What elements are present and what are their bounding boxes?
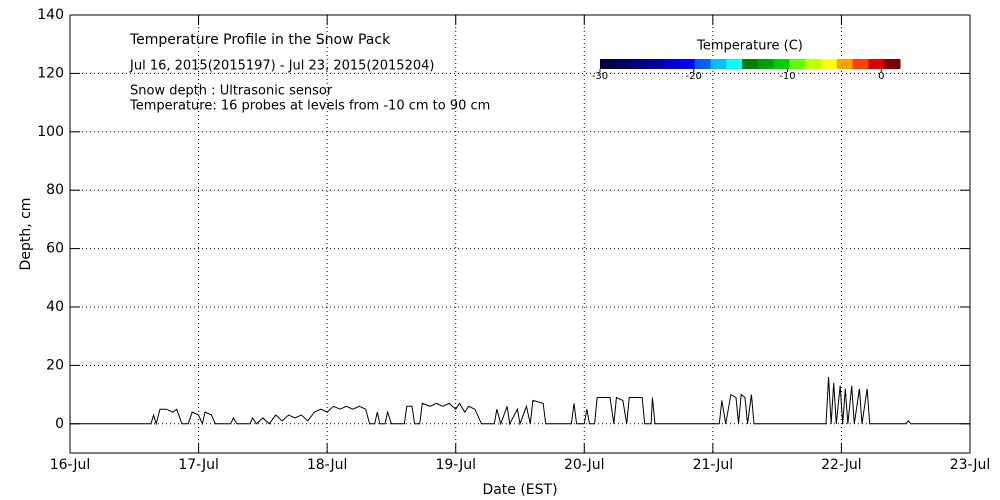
colorbar-swatch (710, 59, 727, 69)
x-tick-label: 22-Jul (821, 457, 862, 473)
colorbar-swatch (726, 59, 743, 69)
y-tick-label: 0 (55, 416, 64, 432)
x-tick-label: 20-Jul (564, 457, 605, 473)
colorbar-swatch (884, 59, 901, 69)
y-tick-label: 80 (46, 182, 64, 198)
x-tick-label: 21-Jul (693, 457, 734, 473)
colorbar-swatch (742, 59, 759, 69)
colorbar-swatch (773, 59, 790, 69)
colorbar-swatch (694, 59, 712, 69)
colorbar-swatch (663, 59, 680, 69)
y-tick-label: 120 (37, 65, 64, 81)
y-tick-label: 40 (46, 299, 64, 315)
annotation: Snow depth : Ultrasonic sensor (130, 84, 333, 99)
colorbar-tick-label: -30 (592, 71, 608, 82)
x-tick-label: 17-Jul (178, 457, 219, 473)
snow-depth-line (70, 377, 970, 426)
y-tick-label: 20 (46, 357, 64, 373)
chart-title: Temperature Profile in the Snow Pack (129, 32, 391, 48)
colorbar-swatch (678, 59, 696, 69)
colorbar-swatch (600, 59, 617, 69)
colorbar-swatch (836, 59, 854, 69)
plot-frame (69, 14, 971, 454)
x-tick-label: 19-Jul (435, 457, 476, 473)
x-tick-label: 23-Jul (950, 457, 991, 473)
x-tick-label: 18-Jul (307, 457, 348, 473)
colorbar-swatch (868, 59, 885, 69)
colorbar-swatch (757, 59, 775, 69)
colorbar-swatch (789, 59, 806, 69)
colorbar-swatch (615, 59, 633, 69)
x-axis-label: Date (EST) (482, 482, 557, 498)
y-tick-label: 60 (46, 241, 64, 257)
y-tick-label: 100 (37, 124, 64, 140)
y-axis-label: Depth, cm (18, 198, 34, 271)
colorbar-swatch (631, 59, 648, 69)
colorbar-tick-label: 0 (878, 71, 884, 82)
colorbar-tick-label: -10 (779, 71, 795, 82)
colorbar-swatch (852, 59, 869, 69)
subtitle: Jul 16, 2015(2015197) - Jul 23, 2015(201… (129, 59, 434, 74)
y-tick-label: 140 (37, 7, 64, 23)
annotation: Temperature: 16 probes at levels from -1… (129, 99, 490, 114)
x-tick-label: 16-Jul (50, 457, 91, 473)
colorbar-tick-label: -20 (686, 71, 702, 82)
colorbar-swatch (805, 59, 822, 69)
colorbar-swatch (647, 59, 664, 69)
colorbar-title: Temperature (C) (696, 39, 803, 54)
colorbar-swatch (821, 59, 838, 69)
